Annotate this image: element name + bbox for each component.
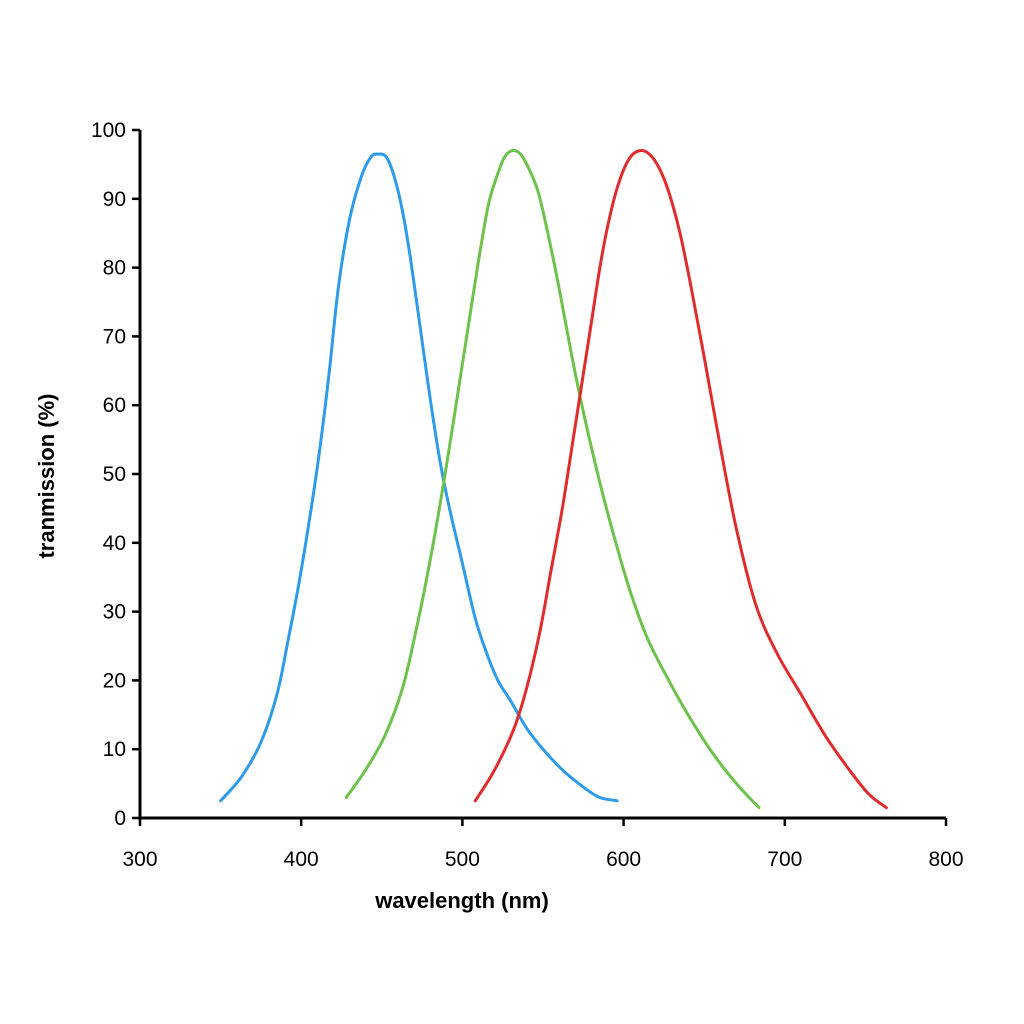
y-axis-ticks: 0 10 20 30 40 50 60 70 80 90 100 <box>91 119 140 830</box>
blue-transmission-curve <box>219 152 619 803</box>
y-tick-label: 90 <box>103 188 126 211</box>
x-tick-label: 300 <box>122 848 157 871</box>
x-axis-ticks: 300 400 500 600 700 800 <box>122 818 964 871</box>
x-tick-label: 500 <box>445 848 480 871</box>
y-tick-label: 80 <box>103 257 126 280</box>
x-tick-label: 700 <box>767 848 802 871</box>
x-tick-label: 600 <box>606 848 641 871</box>
y-tick-label: 10 <box>103 738 126 761</box>
green-transmission-curve <box>344 149 761 810</box>
y-tick-label: 30 <box>103 601 126 624</box>
y-tick-label: 20 <box>103 669 126 692</box>
y-tick-label: 100 <box>91 119 126 142</box>
y-tick-label: 70 <box>103 325 126 348</box>
y-tick-label: 60 <box>103 394 126 417</box>
series-group <box>219 149 888 810</box>
red-transmission-curve <box>473 149 888 810</box>
y-tick-label: 0 <box>114 807 126 830</box>
x-axis-title: wavelength (nm) <box>374 888 549 913</box>
x-tick-label: 800 <box>928 848 963 871</box>
y-axis-title: tranmission (%) <box>34 393 59 558</box>
y-tick-label: 40 <box>103 532 126 555</box>
y-tick-label: 50 <box>103 463 126 486</box>
x-tick-label: 400 <box>284 848 319 871</box>
